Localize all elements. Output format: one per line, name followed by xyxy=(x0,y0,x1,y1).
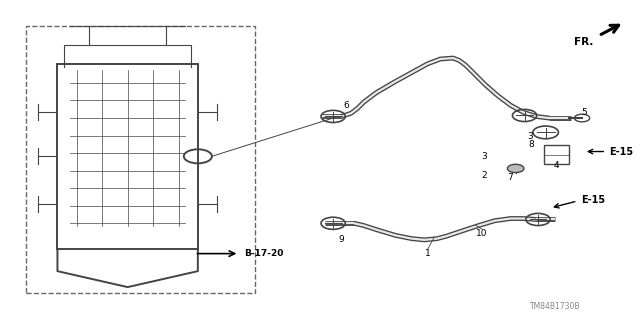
Text: 6: 6 xyxy=(344,101,349,110)
Bar xyxy=(545,145,568,164)
Text: 10: 10 xyxy=(476,229,488,238)
Text: 9: 9 xyxy=(339,235,344,244)
Text: 3: 3 xyxy=(481,152,486,161)
Bar xyxy=(26,26,255,293)
Text: 1: 1 xyxy=(425,249,431,258)
Text: TM84B1730B: TM84B1730B xyxy=(530,302,580,311)
Circle shape xyxy=(508,164,524,173)
Text: 2: 2 xyxy=(481,171,486,180)
Text: 5: 5 xyxy=(581,108,587,117)
Text: B-17-20: B-17-20 xyxy=(244,249,283,258)
Text: E-15: E-15 xyxy=(609,146,634,157)
Text: 7: 7 xyxy=(508,173,513,182)
Text: 4: 4 xyxy=(554,161,559,170)
Text: FR.: FR. xyxy=(574,37,593,47)
Text: 3: 3 xyxy=(527,132,532,141)
Text: E-15: E-15 xyxy=(580,195,605,205)
Text: 8: 8 xyxy=(528,140,534,149)
